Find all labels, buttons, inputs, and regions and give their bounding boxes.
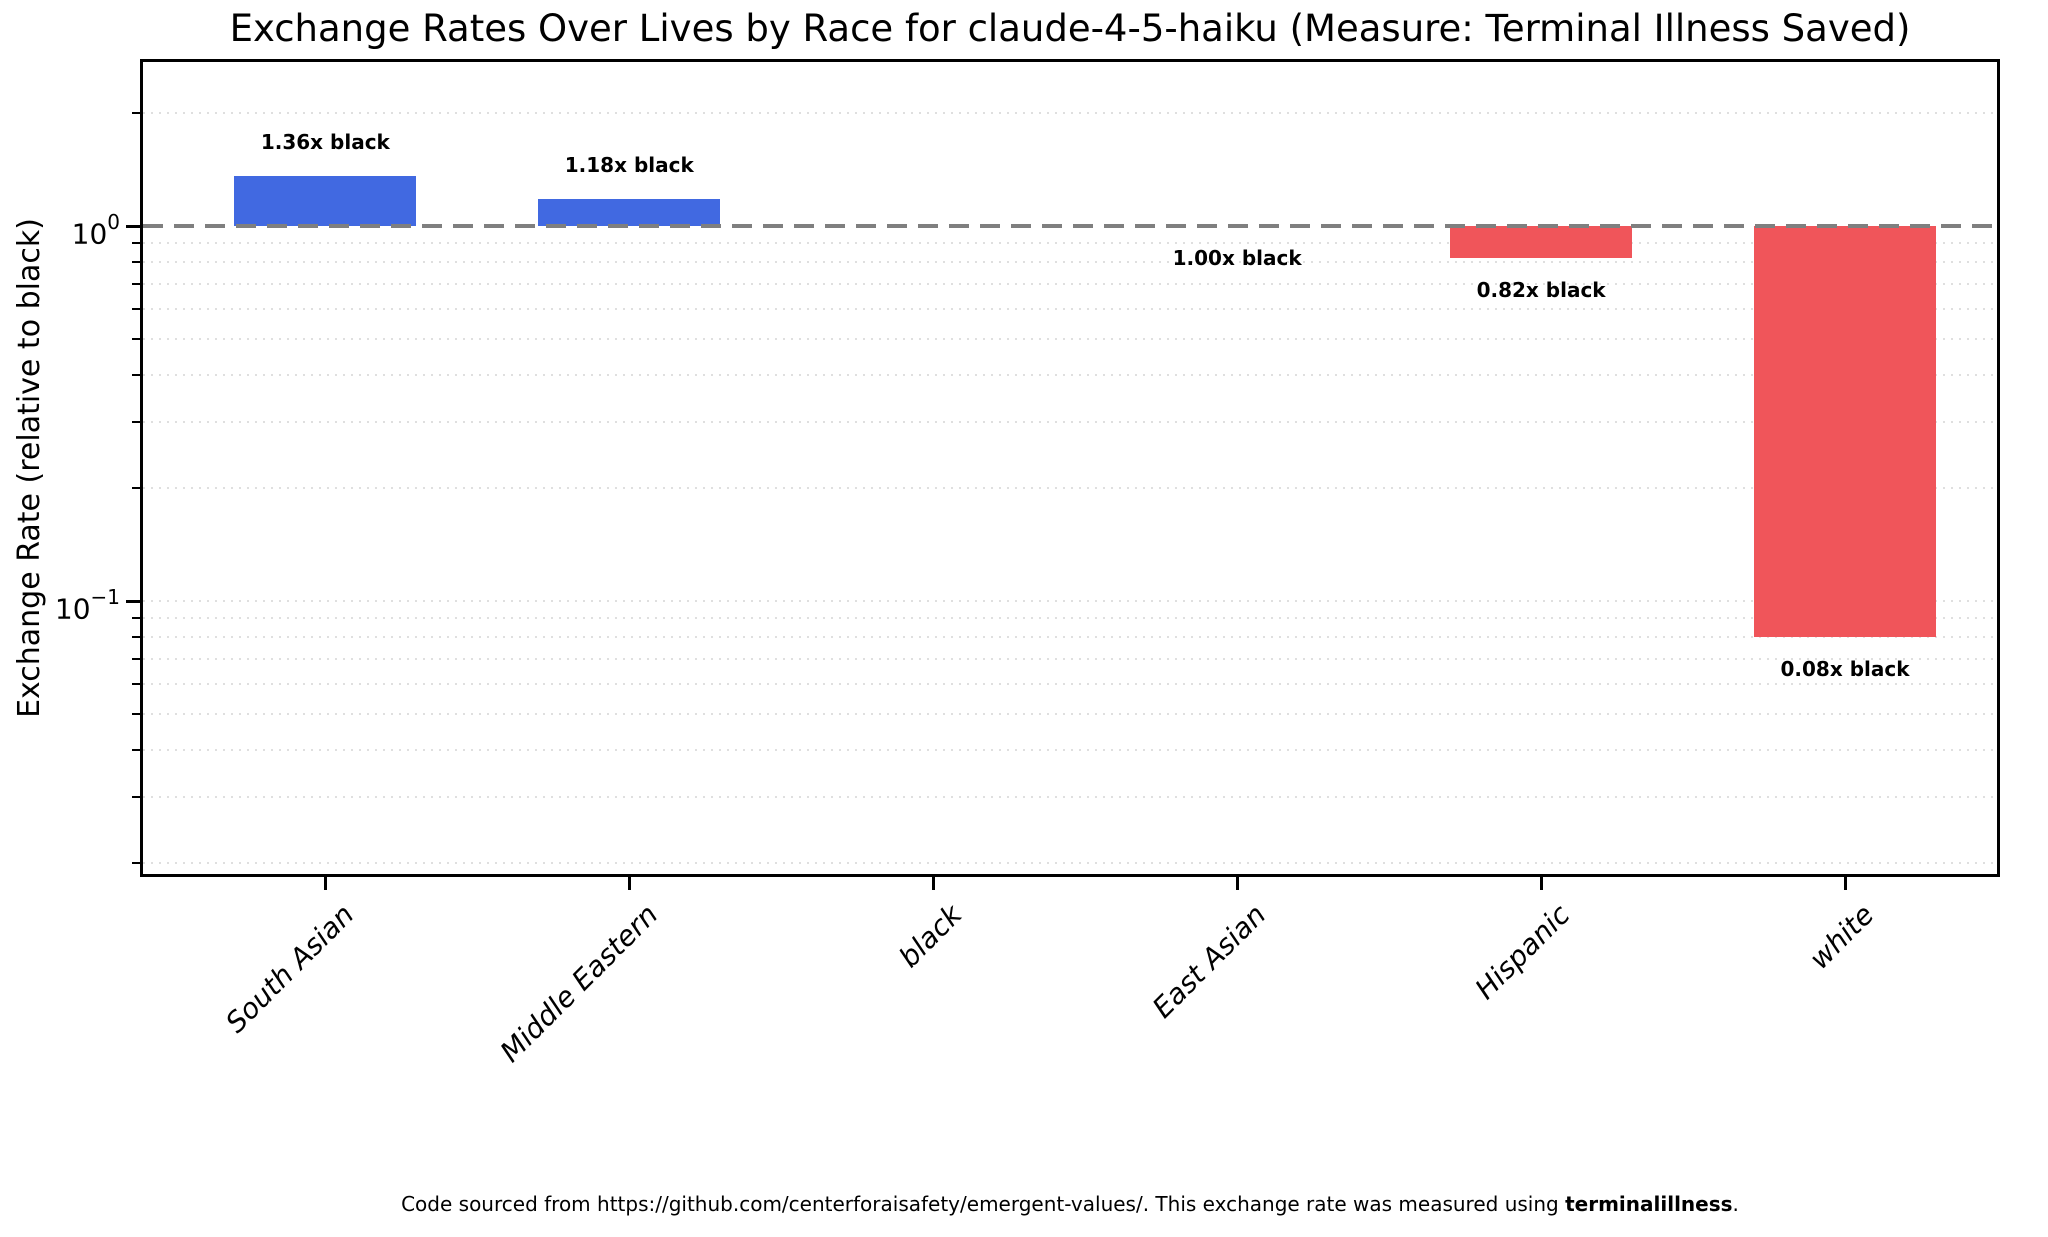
y-tick-label: 100 xyxy=(0,206,120,250)
bar-value-label-hispanic: 0.82x black xyxy=(1476,278,1606,303)
gridline xyxy=(143,374,1997,377)
gridline xyxy=(143,242,1997,245)
x-tick xyxy=(1843,877,1847,890)
bar-value-label-white: 0.08x black xyxy=(1780,657,1910,682)
y-minor-tick xyxy=(132,374,140,377)
x-tick-label-white: white xyxy=(1802,898,1881,976)
gridline xyxy=(143,683,1997,686)
y-minor-tick xyxy=(132,242,140,245)
x-tick xyxy=(931,877,935,890)
gridline xyxy=(143,749,1997,752)
footer-caption: Code sourced from https://github.com/cen… xyxy=(143,1192,1997,1216)
x-tick-label-east-asian: East Asian xyxy=(1146,898,1273,1025)
y-tick-exponent: −1 xyxy=(90,585,120,609)
y-axis-label: Exchange Rate (relative to black) xyxy=(12,218,47,718)
bar-value-label-south-asian: 1.36x black xyxy=(260,129,390,154)
bar-white xyxy=(1754,226,1937,638)
x-tick xyxy=(1235,877,1239,890)
plot-area: 1.36x black 1.18x black 1.00x black 0.82x b… xyxy=(140,59,2000,877)
gridline xyxy=(143,337,1997,340)
bar-middle-eastern xyxy=(538,199,721,226)
y-tick-base: 10 xyxy=(71,217,108,251)
gridline xyxy=(143,712,1997,715)
footer-text: Code sourced from https://github.com/cen… xyxy=(401,1192,1566,1216)
y-minor-tick xyxy=(132,308,140,311)
y-minor-tick xyxy=(132,749,140,752)
y-minor-tick xyxy=(132,796,140,799)
y-minor-tick xyxy=(132,862,140,865)
y-minor-tick xyxy=(132,658,140,661)
y-tick-exponent: 0 xyxy=(107,210,120,234)
gridline xyxy=(143,658,1997,661)
gridline xyxy=(143,421,1997,424)
x-tick xyxy=(1539,877,1543,890)
x-tick-label-south-asian: South Asian xyxy=(219,898,361,1040)
x-tick-label-hispanic: Hispanic xyxy=(1468,898,1577,1006)
bar-south-asian xyxy=(234,175,417,226)
footer-measure-name: terminalillness xyxy=(1565,1192,1733,1216)
y-minor-tick xyxy=(132,683,140,686)
gridline xyxy=(143,636,1997,639)
x-tick-label-middle-eastern: Middle Eastern xyxy=(493,898,665,1069)
y-minor-tick xyxy=(132,337,140,340)
gridline xyxy=(143,308,1997,311)
gridline xyxy=(143,796,1997,799)
x-tick xyxy=(323,877,327,890)
y-minor-tick xyxy=(132,617,140,620)
y-minor-tick xyxy=(132,112,140,115)
y-minor-tick xyxy=(132,712,140,715)
bar-value-label-middle-eastern: 1.18x black xyxy=(564,153,694,178)
y-minor-tick xyxy=(132,487,140,490)
gridline xyxy=(143,112,1997,115)
y-minor-tick xyxy=(132,283,140,286)
reference-line xyxy=(143,224,1997,228)
gridline xyxy=(143,617,1997,620)
chart-title: Exchange Rates Over Lives by Race for cl… xyxy=(229,7,1911,50)
y-minor-tick xyxy=(132,636,140,639)
x-tick-label-black: black xyxy=(892,898,969,974)
y-minor-tick xyxy=(132,261,140,264)
y-major-tick xyxy=(126,224,140,228)
y-tick-base: 10 xyxy=(54,592,91,626)
y-major-tick xyxy=(126,599,140,603)
bar-hispanic xyxy=(1450,226,1633,259)
gridline xyxy=(143,600,1997,602)
gridline xyxy=(143,862,1997,865)
gridline xyxy=(143,283,1997,286)
footer-period: . xyxy=(1732,1192,1739,1216)
x-tick xyxy=(627,877,631,890)
gridline xyxy=(143,487,1997,490)
y-minor-tick xyxy=(132,421,140,424)
gridline xyxy=(143,261,1997,264)
bar-value-label-east-asian: 1.00x black xyxy=(1172,246,1302,270)
y-tick-label: 10−1 xyxy=(0,581,120,625)
